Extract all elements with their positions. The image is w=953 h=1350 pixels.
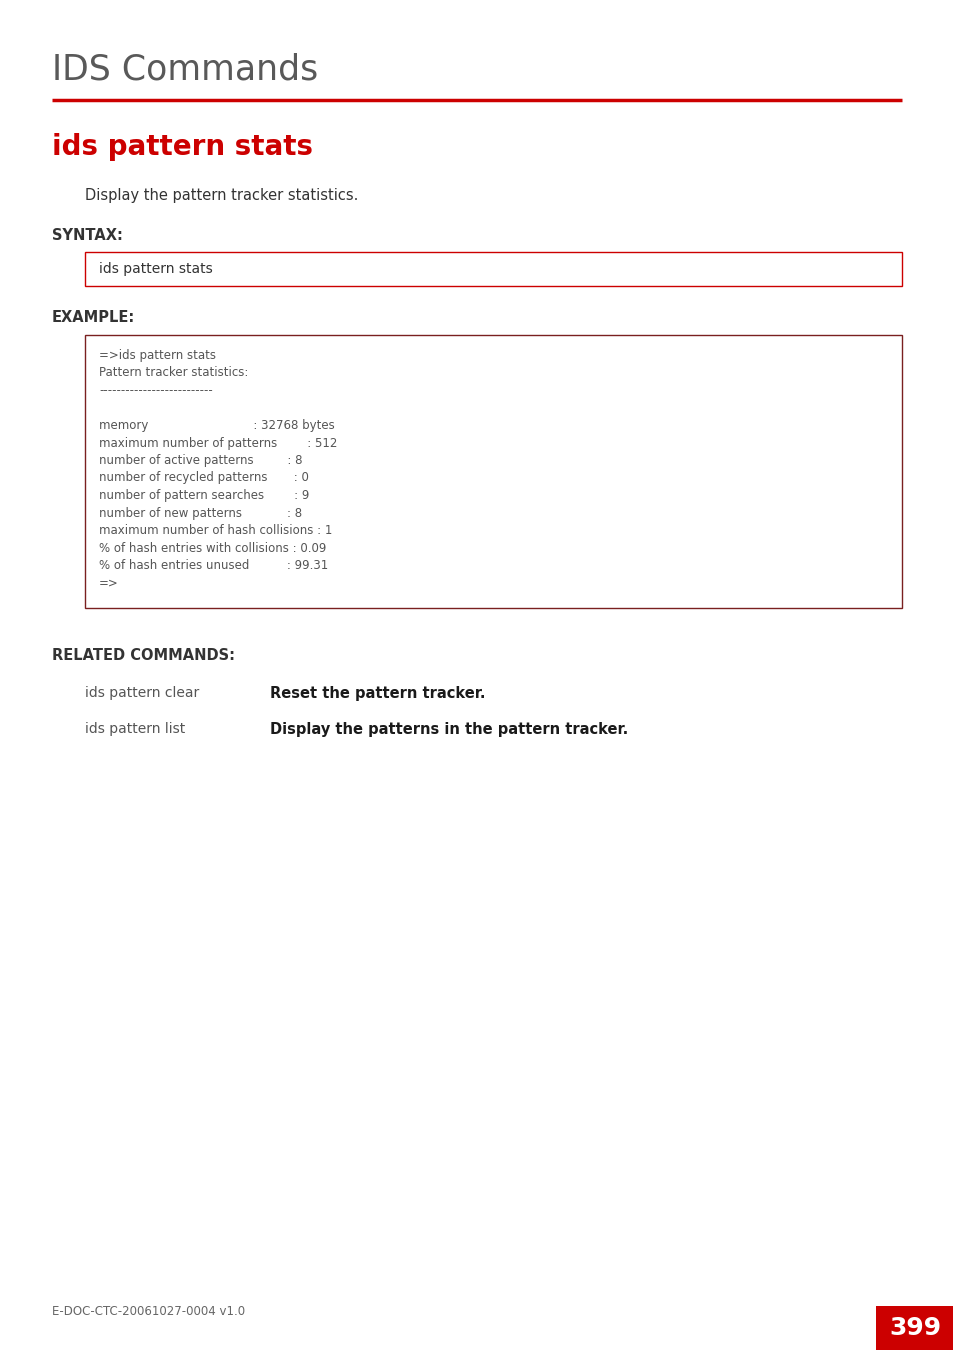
Text: ids pattern list: ids pattern list [85,722,185,736]
Text: ids pattern stats: ids pattern stats [99,262,213,275]
Text: % of hash entries unused          : 99.31: % of hash entries unused : 99.31 [99,559,328,572]
Text: maximum number of hash collisions : 1: maximum number of hash collisions : 1 [99,524,332,537]
FancyBboxPatch shape [85,335,901,608]
FancyBboxPatch shape [875,1305,953,1350]
Text: Display the patterns in the pattern tracker.: Display the patterns in the pattern trac… [270,722,628,737]
Text: Reset the pattern tracker.: Reset the pattern tracker. [270,686,485,701]
Text: memory                            : 32768 bytes: memory : 32768 bytes [99,418,335,432]
FancyBboxPatch shape [85,252,901,286]
Text: --------------------------: -------------------------- [99,383,213,397]
Text: SYNTAX:: SYNTAX: [52,228,123,243]
Text: IDS Commands: IDS Commands [52,53,318,86]
Text: number of pattern searches        : 9: number of pattern searches : 9 [99,489,309,502]
Text: =>ids pattern stats: =>ids pattern stats [99,350,215,362]
Text: maximum number of patterns        : 512: maximum number of patterns : 512 [99,436,337,450]
Text: =>: => [99,576,118,590]
Text: Display the pattern tracker statistics.: Display the pattern tracker statistics. [85,188,358,202]
Text: number of active patterns         : 8: number of active patterns : 8 [99,454,302,467]
Text: ids pattern clear: ids pattern clear [85,686,199,701]
Text: ids pattern stats: ids pattern stats [52,134,313,161]
Text: Pattern tracker statistics:: Pattern tracker statistics: [99,366,248,379]
Text: number of recycled patterns       : 0: number of recycled patterns : 0 [99,471,309,485]
Text: E-DOC-CTC-20061027-0004 v1.0: E-DOC-CTC-20061027-0004 v1.0 [52,1305,245,1318]
Text: % of hash entries with collisions : 0.09: % of hash entries with collisions : 0.09 [99,541,326,555]
Text: EXAMPLE:: EXAMPLE: [52,310,135,325]
Text: RELATED COMMANDS:: RELATED COMMANDS: [52,648,234,663]
Text: number of new patterns            : 8: number of new patterns : 8 [99,506,302,520]
Text: 399: 399 [888,1316,940,1341]
